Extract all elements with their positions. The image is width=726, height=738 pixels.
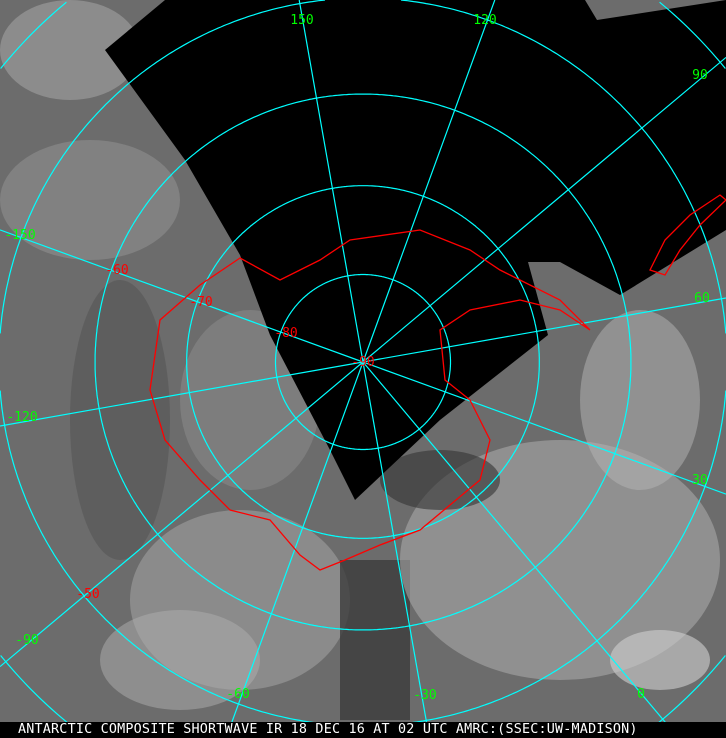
latitude-label: -50 bbox=[76, 587, 99, 602]
antarctica-coastline bbox=[149, 194, 726, 571]
longitude-label: 60 bbox=[694, 291, 710, 306]
latitude-circle bbox=[0, 0, 326, 334]
longitude-label: 150 bbox=[290, 13, 313, 28]
meridian-line bbox=[362, 361, 430, 738]
longitude-label: 30 bbox=[692, 473, 708, 488]
meridian-line bbox=[0, 229, 364, 363]
longitude-label: 90 bbox=[692, 68, 708, 83]
latitude-label: -80 bbox=[274, 326, 297, 341]
latitude-circle bbox=[274, 273, 452, 451]
longitude-label: 120 bbox=[473, 13, 496, 28]
meridian-line bbox=[0, 361, 364, 668]
latitude-label: -70 bbox=[189, 295, 212, 310]
longitude-label: -120 bbox=[6, 410, 37, 425]
latitude-label: -90 bbox=[351, 355, 374, 370]
meridian-line bbox=[0, 361, 364, 427]
longitude-label: 0 bbox=[637, 687, 645, 702]
meridian-line bbox=[298, 0, 364, 363]
longitude-label: -30 bbox=[413, 688, 436, 703]
longitude-label: -150 bbox=[4, 228, 35, 243]
latitude-label: -60 bbox=[105, 263, 128, 278]
no-data-region bbox=[105, 0, 726, 500]
meridian-line bbox=[362, 297, 726, 363]
meridian-line bbox=[362, 56, 726, 363]
latitude-circle bbox=[0, 1, 67, 69]
latitude-circle bbox=[186, 185, 540, 539]
meridian-line bbox=[362, 0, 496, 363]
latitude-circle bbox=[94, 93, 632, 631]
meridian-line bbox=[362, 361, 679, 738]
image-caption: ANTARCTIC COMPOSITE SHORTWAVE IR 18 DEC … bbox=[0, 722, 726, 738]
meridian-line bbox=[362, 361, 726, 495]
latitude-circle bbox=[659, 1, 726, 69]
longitude-label: -90 bbox=[15, 633, 38, 648]
meridian-line bbox=[225, 361, 364, 738]
longitude-label: -60 bbox=[226, 687, 249, 702]
latitude-circle bbox=[400, 0, 726, 334]
